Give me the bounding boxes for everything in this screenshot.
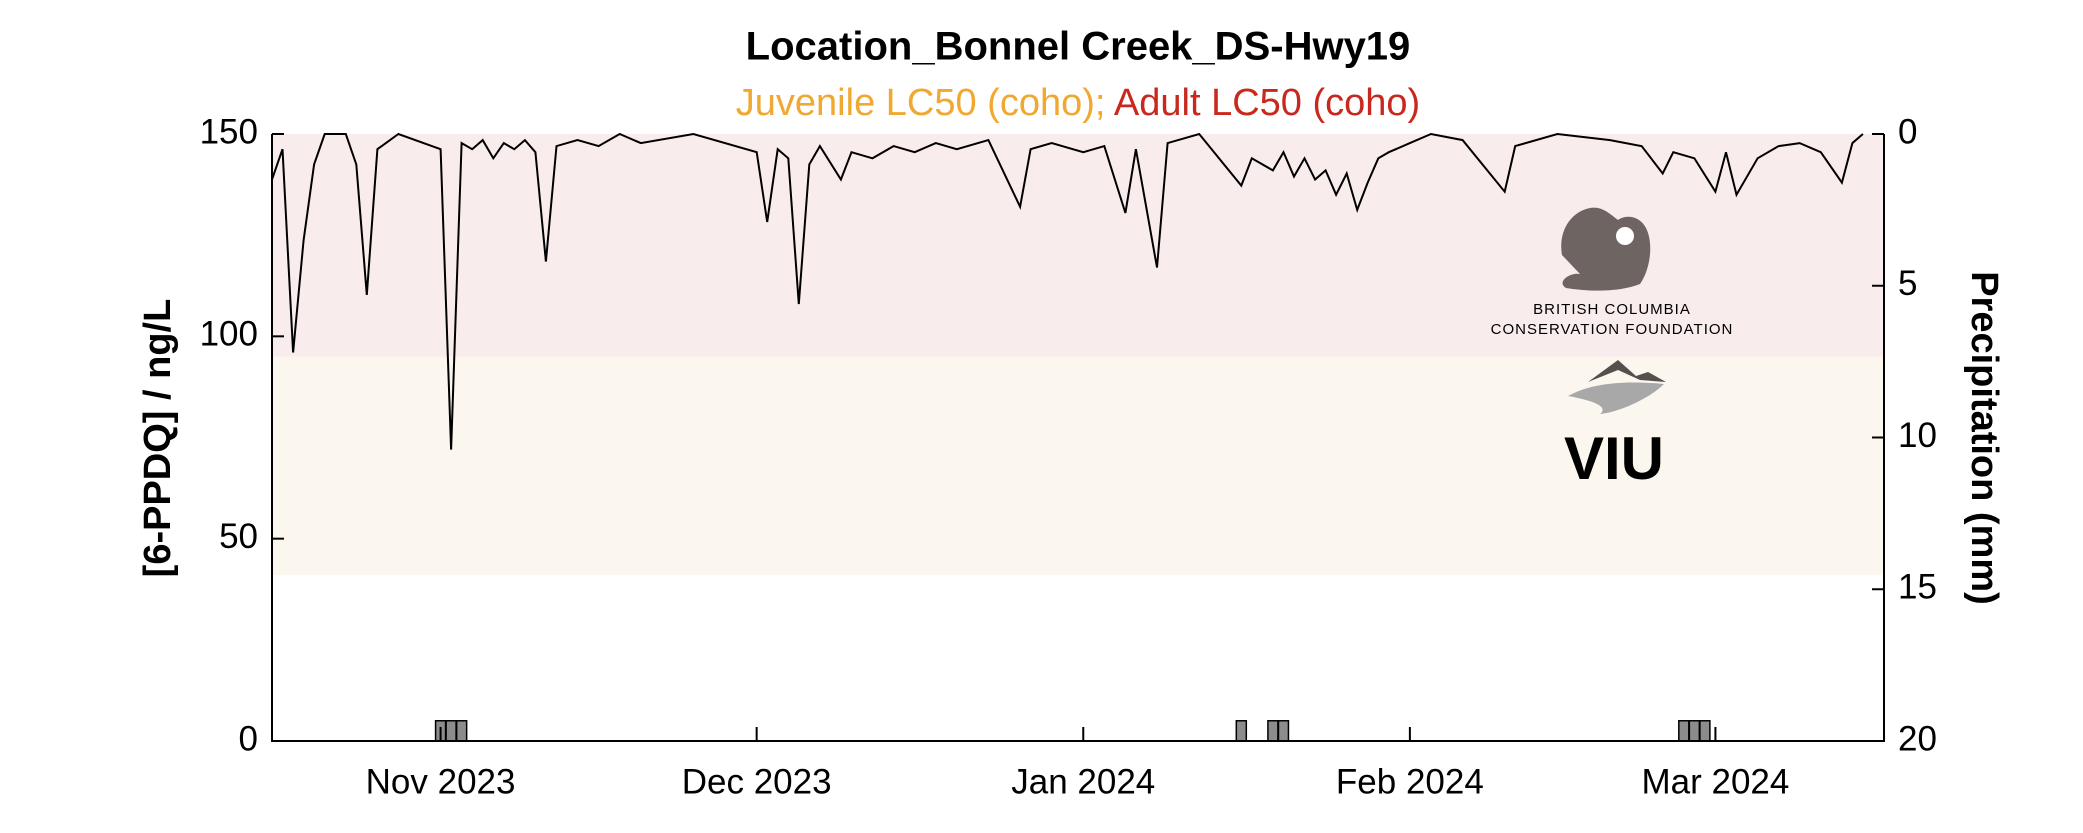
y-tick-label: 100 <box>200 315 258 354</box>
bar <box>455 720 468 742</box>
y-tick-label: 50 <box>219 517 258 556</box>
y2-tick-label: 20 <box>1898 719 1937 758</box>
bar <box>1267 720 1279 742</box>
subtitle-juvenile: Juvenile LC50 (coho); <box>736 82 1106 124</box>
x-tick-label: Feb 2024 <box>1336 762 1484 801</box>
bar <box>1277 720 1290 742</box>
precipitation-line <box>271 132 1864 450</box>
logo-icon <box>1616 227 1634 245</box>
bar <box>1678 720 1690 742</box>
y-axis-label: [6-PPDQ] / ng/L <box>137 299 179 578</box>
chart-subtitle: Juvenile LC50 (coho); Adult LC50 (coho) <box>736 82 1420 124</box>
subtitle-adult: Adult LC50 (coho) <box>1114 82 1420 124</box>
bar <box>1688 720 1701 742</box>
bar <box>1699 720 1711 742</box>
logo-icon <box>1561 207 1651 291</box>
logo-bccf: BRITISH COLUMBIA CONSERVATION FOUNDATION <box>1491 207 1734 338</box>
x-tick-label: Mar 2024 <box>1641 762 1789 801</box>
bar <box>445 720 457 742</box>
bands <box>272 134 1884 576</box>
x-tick-label: Dec 2023 <box>682 762 832 801</box>
y2-tick-label: 10 <box>1898 416 1937 455</box>
logo-text: BRITISH COLUMBIA <box>1533 301 1691 318</box>
logo-viu: VIU <box>1564 360 1666 492</box>
y2-tick-label: 15 <box>1898 568 1937 607</box>
x-tick-label: Jan 2024 <box>1011 762 1155 801</box>
logo-icon <box>1568 382 1664 414</box>
y-tick-label: 0 <box>239 719 258 758</box>
chart-title: Location_Bonnel Creek_DS-Hwy19 <box>746 25 1411 69</box>
logo-text: CONSERVATION FOUNDATION <box>1491 321 1734 338</box>
y2-tick-label: 0 <box>1898 112 1917 151</box>
x-tick-label: Nov 2023 <box>366 762 516 801</box>
y2-tick-label: 5 <box>1898 264 1917 303</box>
bar <box>1235 720 1248 742</box>
logo-text: VIU <box>1564 425 1664 492</box>
y-tick-label: 150 <box>200 112 258 151</box>
y2-axis-label: Precipitation (mm) <box>1963 271 2005 605</box>
logo-icon <box>1588 360 1666 382</box>
